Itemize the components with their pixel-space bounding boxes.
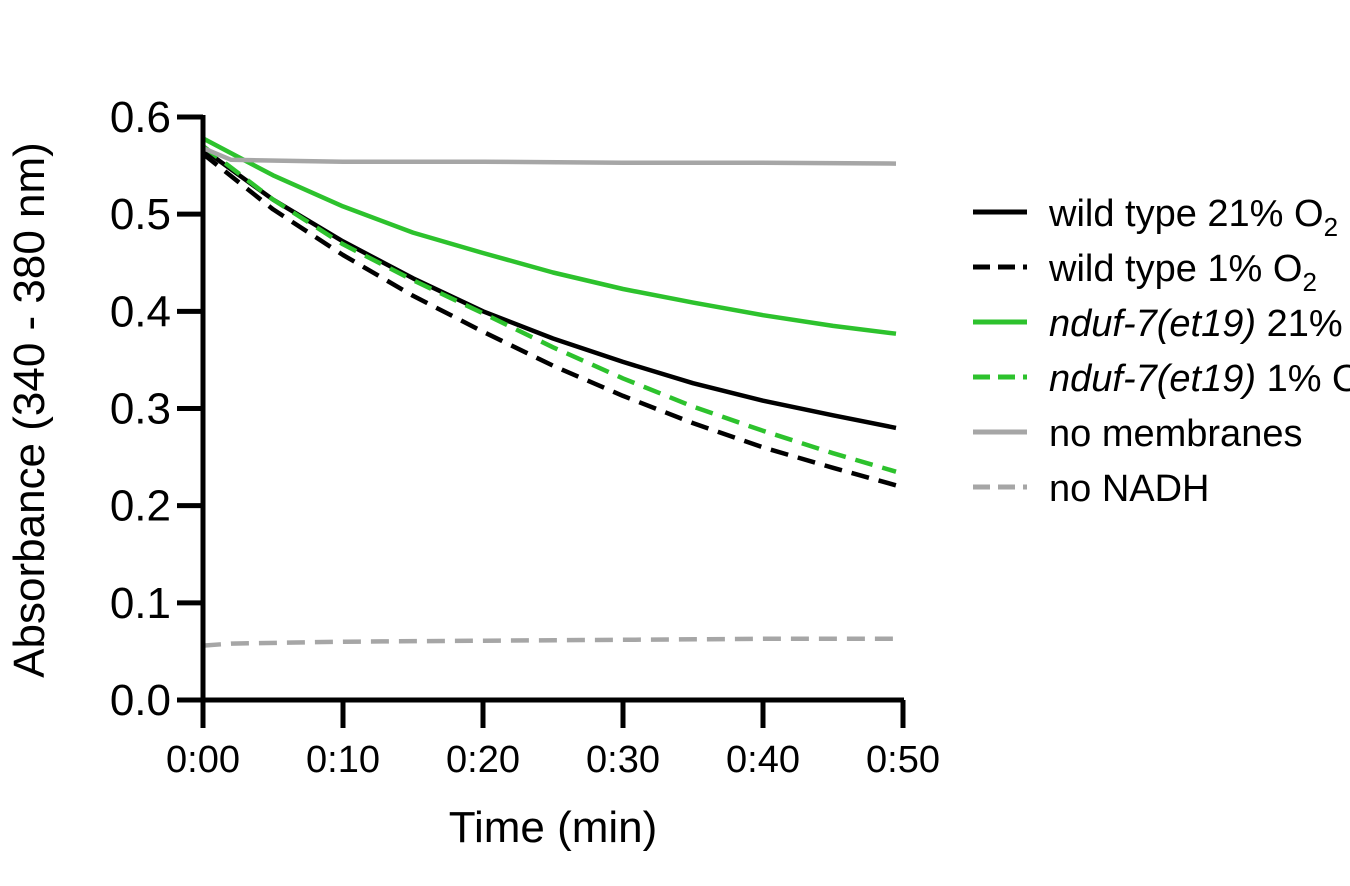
x-tick-label: 0:10 [306,739,380,781]
legend-label-text: 1% O [1256,358,1350,400]
legend-label-0: wild type 21% O2 [1048,193,1338,242]
legend-label-italic: nduf-7(et19) [1049,303,1256,345]
legend-label-3: nduf-7(et19) 1% O2 [1049,358,1350,407]
y-tick-label: 0.0 [110,676,171,725]
y-tick-label: 0.3 [110,385,171,434]
y-tick-label: 0.6 [110,93,171,142]
series-line-1 [201,152,897,488]
x-axis-title: Time (min) [449,803,658,852]
x-tick-label: 0:40 [726,739,800,781]
y-tick-label: 0.5 [110,190,171,239]
y-tick-label: 0.4 [110,287,171,336]
legend-label-italic: nduf-7(et19) [1049,358,1256,400]
series-line-3 [201,144,897,474]
legend-label-4: no membranes [1049,413,1302,455]
ticks-layer: 0.0 0.1 0.2 0.3 0.4 0.5 0.6 0:00 0:10 0:20 0:30 0:4… [110,93,940,781]
y-axis-title: Absorbance (340 - 380 nm) [5,142,54,678]
legend-label-text: 21% O [1256,303,1350,345]
x-tick-label: 0:50 [866,739,940,781]
y-tick-label: 0.1 [110,579,171,628]
series-line-5 [202,636,896,648]
legend-label-text: wild type 21% O [1048,193,1324,235]
legend-label-subscript: 2 [1324,212,1338,242]
x-tick-label: 0:30 [586,739,660,781]
legend-label-5: no NADH [1049,468,1210,510]
x-tick-label: 0:20 [446,739,520,781]
legend-label-text: no membranes [1049,413,1302,455]
series-line-2 [201,136,897,336]
y-tick-label: 0.2 [110,482,171,531]
legend-label-text: no NADH [1049,468,1210,510]
series-line-4 [202,146,897,166]
legend-label-2: nduf-7(et19) 21% O2 [1049,303,1350,352]
series-layer [201,136,897,648]
legend-label-text: wild type 1% O [1048,248,1302,290]
legend-label-1: wild type 1% O2 [1048,248,1317,297]
legend-label-subscript: 2 [1302,267,1316,297]
x-tick-label: 0:00 [166,739,240,781]
